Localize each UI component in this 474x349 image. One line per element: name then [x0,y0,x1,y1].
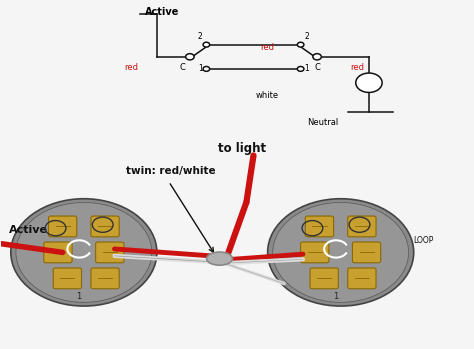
Circle shape [297,66,304,71]
Text: 2: 2 [198,32,202,41]
FancyBboxPatch shape [96,242,124,263]
FancyBboxPatch shape [348,216,376,237]
Text: white: white [256,91,279,100]
Text: 2: 2 [304,32,309,41]
Circle shape [203,66,210,71]
FancyBboxPatch shape [48,216,77,237]
Circle shape [11,199,157,306]
Text: 1: 1 [198,65,202,73]
FancyBboxPatch shape [91,268,119,289]
Text: red: red [350,64,364,72]
Text: to light: to light [218,142,266,155]
FancyBboxPatch shape [310,268,338,289]
Circle shape [16,202,152,302]
FancyBboxPatch shape [353,242,381,263]
Text: Active: Active [145,7,180,17]
Circle shape [356,73,382,92]
Text: C: C [180,64,186,72]
Circle shape [203,42,210,47]
Text: 1: 1 [333,292,338,301]
FancyBboxPatch shape [305,216,334,237]
Text: red: red [124,64,138,72]
Text: twin: red/white: twin: red/white [126,166,216,176]
FancyBboxPatch shape [44,242,72,263]
Text: LOOP: LOOP [414,236,434,245]
Text: 1: 1 [304,65,309,73]
Ellipse shape [207,252,233,265]
Text: Active: Active [9,225,47,235]
Circle shape [186,54,194,60]
Circle shape [313,54,321,60]
Text: red: red [261,43,274,52]
FancyBboxPatch shape [91,216,119,237]
Text: Neutral: Neutral [307,118,338,127]
Text: 1: 1 [76,292,82,301]
FancyBboxPatch shape [301,242,329,263]
Circle shape [297,42,304,47]
FancyBboxPatch shape [348,268,376,289]
Circle shape [268,199,414,306]
Circle shape [273,202,409,302]
FancyBboxPatch shape [53,268,82,289]
Text: C: C [314,64,320,72]
